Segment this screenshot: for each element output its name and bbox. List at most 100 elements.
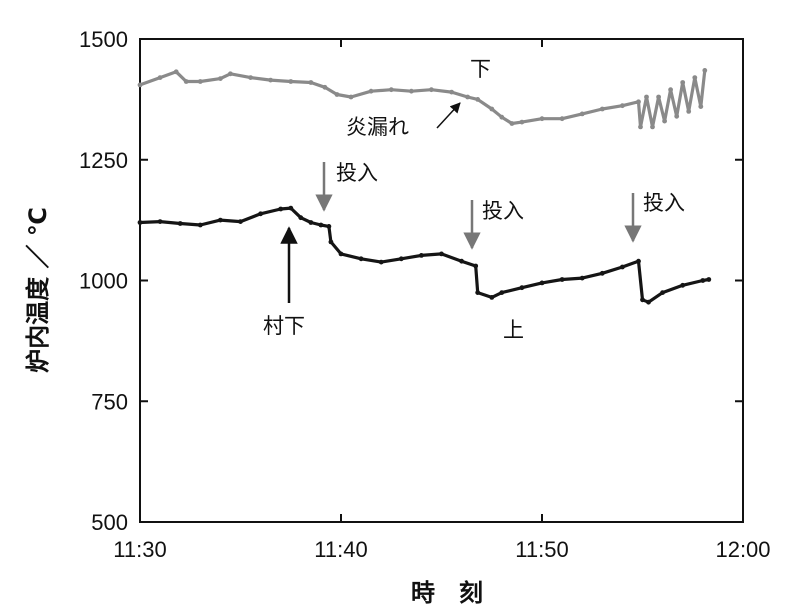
series-point-0 [499, 114, 505, 120]
x-axis-title: 時 刻 [411, 579, 483, 607]
annotation-input-2: 投入 [482, 199, 524, 223]
y-tick-label: 750 [91, 389, 128, 414]
series-point-0 [429, 87, 434, 93]
x-tick-label: 11:30 [113, 537, 166, 562]
plot-frame [139, 38, 744, 523]
series-point-0 [686, 109, 692, 114]
series-point-1 [640, 297, 645, 303]
y-axis-title: 炉内温度 ／ ℃ [24, 207, 52, 373]
series-point-1 [398, 256, 404, 262]
series-point-0 [698, 104, 704, 109]
series-point-0 [644, 94, 649, 100]
series-point-1 [660, 290, 665, 295]
series-point-0 [662, 118, 667, 124]
series-point-0 [409, 88, 414, 94]
series-point-0 [509, 121, 515, 126]
annotation-murashita: 村下 [263, 314, 305, 338]
series-point-1 [298, 215, 304, 221]
series-point-1 [636, 258, 641, 264]
series-point-0 [197, 79, 203, 84]
series-point-0 [668, 87, 673, 93]
series-point-0 [636, 99, 641, 105]
series-point-0 [388, 87, 394, 93]
series-point-1 [680, 282, 686, 288]
leak-arrow [436, 102, 461, 129]
series-point-1 [328, 239, 334, 245]
series-point-1 [473, 263, 479, 269]
series-point-1 [338, 251, 344, 257]
series-point-0 [157, 75, 163, 80]
series-point-0 [248, 75, 254, 80]
y-axis-ticks: 500 750 1000 1250 1500 [79, 27, 743, 535]
series-point-0 [650, 124, 655, 130]
series-point-1 [499, 290, 505, 295]
series-point-0 [489, 106, 495, 112]
series-point-1 [288, 205, 294, 211]
series-point-0 [348, 94, 354, 100]
series-point-0 [173, 69, 179, 75]
series-point-0 [137, 82, 143, 88]
series-point-0 [475, 97, 481, 102]
series-point-0 [183, 79, 189, 84]
series-point-0 [308, 80, 314, 85]
series-point-1 [326, 224, 332, 229]
series-point-1 [475, 290, 481, 295]
series-point-1 [620, 264, 625, 270]
series-point-0 [519, 119, 525, 125]
series-point-1 [419, 253, 424, 258]
series-point-1 [137, 220, 143, 225]
annotation-leak: 炎漏れ [346, 115, 409, 139]
series-point-0 [268, 77, 273, 83]
series-point-0 [620, 103, 625, 109]
series-point-1 [700, 278, 706, 283]
x-tick-label: 12:00 [715, 537, 770, 562]
series-point-1 [358, 256, 364, 262]
series-point-1 [459, 258, 464, 264]
series-point-1 [559, 277, 565, 282]
y-tick-label: 1000 [79, 269, 128, 294]
series-line-0 [139, 70, 707, 129]
x-tick-label: 11:50 [515, 537, 568, 562]
series-point-0 [218, 76, 223, 81]
series-point-1 [439, 251, 444, 257]
series-point-1 [378, 259, 384, 265]
series-line-1 [139, 206, 710, 304]
series-point-0 [702, 68, 708, 73]
series-point-0 [674, 113, 680, 119]
y-tick-label: 1250 [79, 148, 128, 173]
y-tick-label: 500 [91, 510, 128, 535]
series-point-0 [656, 94, 661, 100]
series-point-1 [706, 277, 712, 282]
series-point-0 [465, 94, 470, 100]
series-point-0 [334, 92, 340, 97]
series-point-0 [322, 84, 328, 90]
series-point-0 [449, 89, 454, 95]
series-point-1 [258, 211, 263, 217]
series-point-0 [638, 124, 643, 130]
series-point-0 [368, 88, 374, 94]
series-point-0 [680, 80, 686, 85]
series-point-1 [218, 217, 223, 223]
series-point-0 [559, 116, 565, 122]
x-axis-ticks: 11:30 11:40 11:50 12:00 [113, 39, 771, 562]
series-point-0 [228, 71, 233, 77]
series-point-1 [318, 222, 324, 228]
series-point-0 [579, 111, 585, 117]
x-tick-label: 11:40 [314, 537, 367, 562]
series-point-1 [646, 299, 651, 305]
annotation-input-1: 投入 [336, 161, 378, 185]
series-point-1 [177, 221, 183, 226]
series-label-upper: 上 [503, 318, 524, 342]
series-point-1 [238, 219, 243, 225]
series-point-1 [157, 219, 163, 225]
series-point-1 [539, 280, 545, 286]
series-point-0 [539, 116, 545, 122]
series-point-1 [579, 275, 585, 281]
series-point-1 [197, 222, 203, 228]
series-layer [137, 68, 712, 305]
series-label-lower: 下 [470, 57, 491, 81]
series-point-1 [599, 270, 605, 276]
series-point-1 [308, 220, 314, 225]
y-tick-label: 1500 [79, 27, 128, 52]
